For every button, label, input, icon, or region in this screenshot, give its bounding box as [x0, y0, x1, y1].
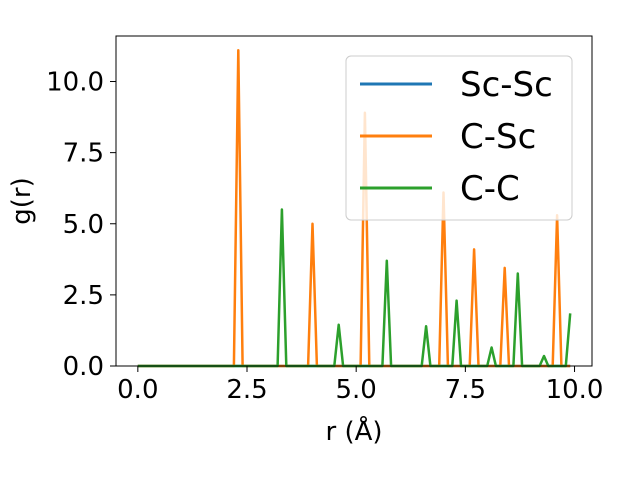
- x-tick-label: 7.5: [445, 375, 486, 405]
- x-tick-label: 10.0: [546, 375, 604, 405]
- y-axis-label: g(r): [7, 177, 37, 224]
- plot-frame: [115, 35, 593, 367]
- x-tick-label: 2.5: [226, 375, 267, 405]
- legend-label-c-sc: C-Sc: [460, 117, 536, 157]
- y-tick-label: 0.0: [63, 352, 104, 382]
- legend-box: [345, 55, 573, 221]
- y-tick-label: 7.5: [63, 139, 104, 169]
- x-tick-label: 5.0: [336, 375, 377, 405]
- x-axis-ticks: 0.0 2.5 5.0 7.5 10.0: [117, 366, 603, 405]
- x-axis-label: r (Å): [325, 415, 382, 447]
- y-axis-ticks: 0.0 2.5 5.0 7.5 10.0: [46, 68, 116, 382]
- x-tick-label: 0.0: [117, 375, 158, 405]
- y-tick-label: 5.0: [63, 210, 104, 240]
- y-tick-label: 10.0: [46, 68, 104, 98]
- y-tick-label: 2.5: [63, 281, 104, 311]
- legend-label-sc-sc: Sc-Sc: [460, 65, 553, 105]
- legend-label-c-c: C-C: [460, 169, 520, 209]
- legend-entries: Sc-Sc C-Sc C-C: [360, 65, 553, 209]
- legend: Sc-Sc C-Sc C-C: [345, 55, 573, 221]
